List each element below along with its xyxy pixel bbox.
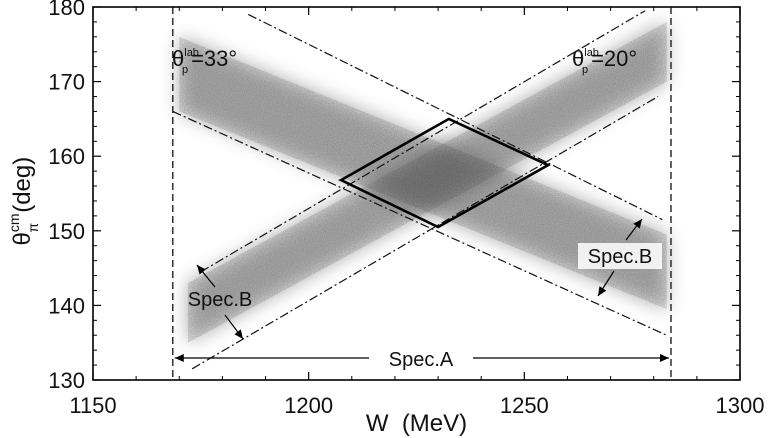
annotation-theta-33-symbol: θ xyxy=(172,46,184,71)
spec-b-right-label-bg xyxy=(578,243,662,269)
y-axis-title-text: θcm π (deg) xyxy=(6,157,41,246)
acceptance-line-dashdot-6 xyxy=(200,10,646,273)
spec-b-right-arrow-up-head xyxy=(633,219,642,229)
spec-b-left-arrow-down-head xyxy=(234,329,243,339)
annotation-spec-a: Spec.A xyxy=(389,349,454,371)
annotation-theta-20: θlab p =20° xyxy=(572,46,637,76)
spec-a-arrow-right-head xyxy=(659,354,669,362)
annotation-theta-33-value: =33° xyxy=(191,46,237,71)
spec-a-arrow-left-head xyxy=(174,354,184,362)
plot-axes xyxy=(92,6,741,381)
acceptance-line-dashdot-4 xyxy=(172,110,667,336)
plot-frame xyxy=(92,6,741,381)
annotation-spec-b-left: Spec.B xyxy=(188,289,252,311)
annotation-theta-33-subscript: p xyxy=(182,64,188,76)
y-axis-symbol: θ xyxy=(9,232,36,245)
y-tick-label: 180 xyxy=(48,0,85,20)
y-axis-title: θcm π (deg) xyxy=(6,157,41,246)
acceptance-line-dashdot-5 xyxy=(191,96,659,370)
spec-b-left-arrow-up-head xyxy=(197,265,206,275)
annotation-theta-20-value: =20° xyxy=(591,46,637,71)
annotation-theta-20-subscript: p xyxy=(582,64,588,76)
y-tick-label: 130 xyxy=(48,368,85,393)
overlap-diamond xyxy=(338,117,551,229)
y-tick-label: 170 xyxy=(48,70,85,95)
x-axis-title: W (MeV) xyxy=(366,410,467,437)
x-tick-label: 1250 xyxy=(500,393,549,418)
density-grain-2 xyxy=(187,21,667,343)
acceptance-lines xyxy=(172,7,672,380)
x-tick-label: 1200 xyxy=(284,393,333,418)
annotation-theta-20-superscript: lab xyxy=(584,47,599,59)
axis-ticks: 1150 1200 1250 1300 130 140 150 160 170 180 W (MeV… xyxy=(6,0,764,437)
y-tick-label: 160 xyxy=(48,144,85,169)
x-tick-label: 1150 xyxy=(69,393,116,418)
spec-a-label-bg xyxy=(369,346,473,370)
annotation-theta-33-superscript: lab xyxy=(184,47,199,59)
density-heatmap xyxy=(179,21,667,343)
y-axis-superscript: cm xyxy=(6,213,22,232)
annotation-theta-20-symbol: θ xyxy=(572,46,584,71)
x-tick-label: 1300 xyxy=(716,393,765,418)
spec-b-right-arrow-down-head xyxy=(598,286,607,296)
y-tick-label: 140 xyxy=(48,293,85,318)
annotation-theta-33: θlab p =33° xyxy=(172,46,237,76)
y-tick-label: 150 xyxy=(48,219,85,244)
y-axis-unit: (deg) xyxy=(9,157,36,213)
y-axis-subscript: π xyxy=(25,222,41,232)
annotation-spec-b-right: Spec.B xyxy=(588,246,652,268)
